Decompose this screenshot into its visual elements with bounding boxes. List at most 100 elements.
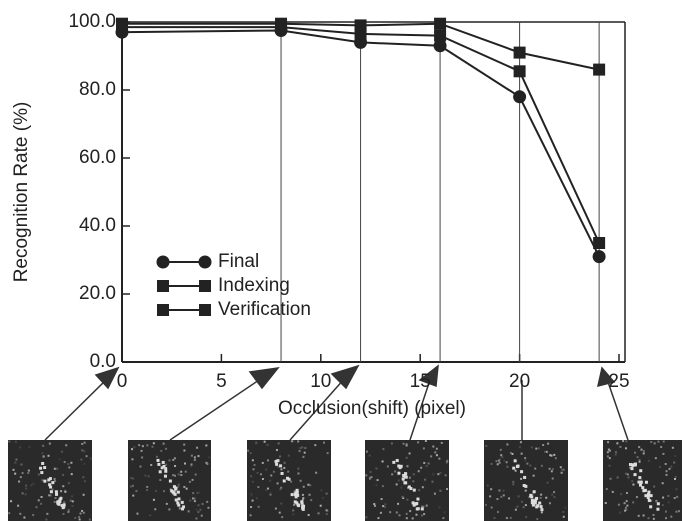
speckle [520,500,523,503]
speckle [382,448,385,451]
speckle [431,480,434,483]
speckle [626,473,629,476]
speckle [147,475,150,478]
speckle [415,501,419,505]
speckle [70,473,73,476]
speckle [509,451,512,454]
arrow [44,377,109,441]
speckle [65,444,68,447]
speckle [58,500,62,504]
speckle [411,501,415,505]
speckle [71,500,74,503]
speckle [205,461,208,464]
speckle [269,492,272,495]
speckle [180,500,184,504]
speckle [287,454,290,457]
speckle [529,494,533,498]
speckle [81,449,84,452]
marker [513,90,527,104]
speckle [561,468,564,471]
speckle [47,454,50,457]
speckle [624,509,627,512]
speckle [506,465,509,468]
speckle [88,518,91,521]
speckle [551,468,554,471]
speckle [532,474,535,477]
speckle [85,455,88,458]
speckle [20,463,23,466]
legend-marker [157,304,169,316]
speckle [633,473,637,477]
speckle [250,492,253,495]
x-axis-label: Occlusion(shift) (pixel) [278,398,466,419]
speckle [644,494,648,498]
speckle [70,461,73,464]
speckle [71,495,74,498]
speckle [60,504,64,508]
speckle [647,517,650,520]
speckle [412,488,416,492]
speckle [160,449,163,452]
speckle [616,476,619,479]
speckle [373,503,376,506]
legend-marker [157,280,169,292]
speckle [607,441,610,444]
speckle [403,481,407,485]
speckle [642,514,645,517]
speckle [182,505,186,509]
arrow [607,381,629,441]
speckle [499,448,502,451]
speckle [172,474,175,477]
speckle [293,490,296,493]
marker [513,46,526,59]
speckle [287,470,290,473]
speckle [434,451,437,454]
speckle [279,488,282,491]
speckle [302,497,305,500]
marker [513,65,526,78]
speckle [551,477,554,480]
speckle [193,458,196,461]
speckle [54,480,57,483]
speckle [606,455,609,458]
speckle [83,462,86,465]
speckle [667,494,670,497]
speckle [532,492,535,495]
speckle [430,455,433,458]
speckle [490,506,493,509]
speckle [131,484,134,487]
speckle [435,454,438,457]
speckle [261,478,264,481]
speckle [549,454,552,457]
speckle [562,510,565,513]
speckle [270,474,273,477]
speckle [384,503,387,506]
speckle [548,467,551,470]
speckle [607,448,610,451]
speckle [402,496,405,499]
speckle [420,466,423,469]
speckle [439,471,442,474]
speckle [442,517,445,520]
marker [433,39,447,53]
arrows [44,364,629,441]
speckle [508,497,511,500]
speckle [407,485,411,489]
speckle [196,492,199,495]
arrow [169,377,263,441]
speckle [649,505,653,509]
speckle [626,504,629,507]
speckle [8,440,11,443]
speckle [197,504,200,507]
speckle [62,485,65,488]
speckle [625,472,628,475]
speckle [405,517,408,520]
speckle [19,476,22,479]
speckle [89,457,92,460]
speckle [485,444,488,447]
speckle [272,470,275,473]
speckle [40,471,44,475]
speckle [623,502,626,505]
speckle [177,485,180,488]
speckle [71,505,74,508]
